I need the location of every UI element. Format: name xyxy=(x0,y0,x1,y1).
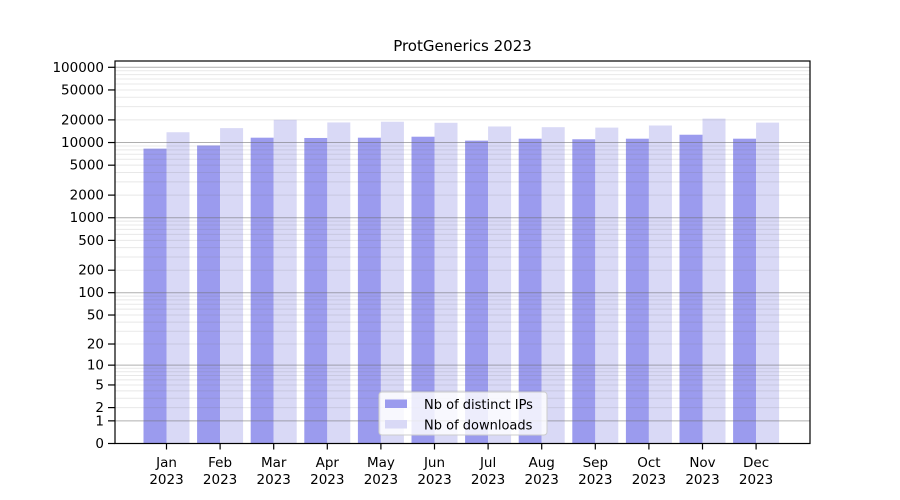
bar-downloads-dec xyxy=(756,122,780,444)
bar-distinct-ips-aug xyxy=(518,138,542,444)
x-tick-label-year: 2023 xyxy=(525,472,559,488)
x-tick-label-month: Dec xyxy=(743,455,769,471)
bar-downloads-sep xyxy=(595,127,619,444)
x-tick-label-year: 2023 xyxy=(364,472,398,488)
bar-downloads-jun xyxy=(434,122,458,444)
x-tick-label-month: May xyxy=(367,455,395,471)
x-tick-label-month: Jul xyxy=(479,455,496,471)
bar-distinct-ips-jun xyxy=(411,136,435,444)
legend-swatch xyxy=(385,420,407,429)
y-tick-label: 200 xyxy=(78,263,104,279)
y-tick-label: 2000 xyxy=(70,188,104,204)
bar-downloads-mar xyxy=(273,119,297,444)
y-tick-label: 100 xyxy=(78,285,104,301)
bar-distinct-ips-jul xyxy=(465,140,489,444)
y-tick-label: 10000 xyxy=(61,135,104,151)
x-tick-label-year: 2023 xyxy=(257,472,291,488)
x-tick-label-month: Oct xyxy=(637,455,660,471)
bar-downloads-jan xyxy=(166,132,190,444)
y-axis-group: 0 12 5 10 20 50 100 200 500 1000 2000 5000 10000 2000… xyxy=(52,60,115,452)
x-tick-label-year: 2023 xyxy=(417,472,451,488)
x-tick-label-year: 2023 xyxy=(310,472,344,488)
x-tick-label-month: Apr xyxy=(316,455,340,471)
legend-swatch xyxy=(385,399,407,408)
bar-distinct-ips-sep xyxy=(572,139,596,444)
y-tick-label: 1000 xyxy=(70,210,104,226)
x-tick-label-year: 2023 xyxy=(203,472,237,488)
y-tick-label: 1 xyxy=(95,413,104,429)
bar-downloads-nov xyxy=(702,118,726,444)
x-tick-label-year: 2023 xyxy=(471,472,505,488)
y-tick-label: 5000 xyxy=(70,158,104,174)
bar-distinct-ips-oct xyxy=(625,138,649,444)
y-tick-label: 100000 xyxy=(52,60,104,76)
y-tick-label: 5 xyxy=(95,377,104,393)
y-tick-label: 500 xyxy=(78,233,104,249)
y-tick-label: 2 xyxy=(95,400,104,416)
bar-distinct-ips-mar xyxy=(250,137,274,444)
bar-distinct-ips-nov xyxy=(679,134,703,444)
y-tick-label: 50000 xyxy=(61,82,104,98)
bar-distinct-ips-feb xyxy=(197,145,221,444)
y-tick-label: 20000 xyxy=(61,112,104,128)
x-tick-label-year: 2023 xyxy=(685,472,719,488)
x-axis-group: Jan2023Feb2023Mar2023Apr2023May2023Jun20… xyxy=(149,443,773,488)
bar-distinct-ips-apr xyxy=(304,137,328,444)
y-tick-label: 50 xyxy=(87,308,104,324)
x-tick-label-month: Nov xyxy=(689,455,715,471)
bar-downloads-oct xyxy=(648,125,672,444)
bar-distinct-ips-may xyxy=(357,137,381,444)
plot-border xyxy=(114,60,811,445)
bar-downloads-may xyxy=(380,121,404,444)
x-tick-label-month: Sep xyxy=(583,455,608,471)
x-tick-label-month: Jun xyxy=(423,455,445,471)
legend-label: Nb of downloads xyxy=(424,419,533,434)
gridlines-group xyxy=(115,66,810,422)
y-tick-label: 0 xyxy=(95,436,104,452)
x-tick-label-month: Mar xyxy=(261,455,287,471)
bar-distinct-ips-dec xyxy=(733,138,757,444)
bar-downloads-apr xyxy=(327,122,351,444)
y-tick-label: 20 xyxy=(87,337,104,353)
bar-downloads-aug xyxy=(541,127,565,444)
x-tick-label-year: 2023 xyxy=(149,472,183,488)
y-tick-label: 10 xyxy=(87,358,104,374)
bars-group xyxy=(143,118,780,444)
bar-downloads-feb xyxy=(220,128,244,444)
legend-label: Nb of distinct IPs xyxy=(424,398,533,413)
x-tick-label-month: Jan xyxy=(155,455,177,471)
x-tick-label-year: 2023 xyxy=(739,472,773,488)
bar-downloads-jul xyxy=(488,126,512,444)
bar-distinct-ips-jan xyxy=(143,148,167,444)
x-tick-label-month: Aug xyxy=(529,455,555,471)
x-tick-label-year: 2023 xyxy=(578,472,612,488)
x-tick-label-month: Feb xyxy=(208,455,232,471)
legend: Nb of distinct IPs Nb of downloads xyxy=(378,391,548,436)
legend-box xyxy=(378,391,548,436)
x-tick-label-year: 2023 xyxy=(632,472,666,488)
chart-title: ProtGenerics 2023 xyxy=(393,37,532,55)
